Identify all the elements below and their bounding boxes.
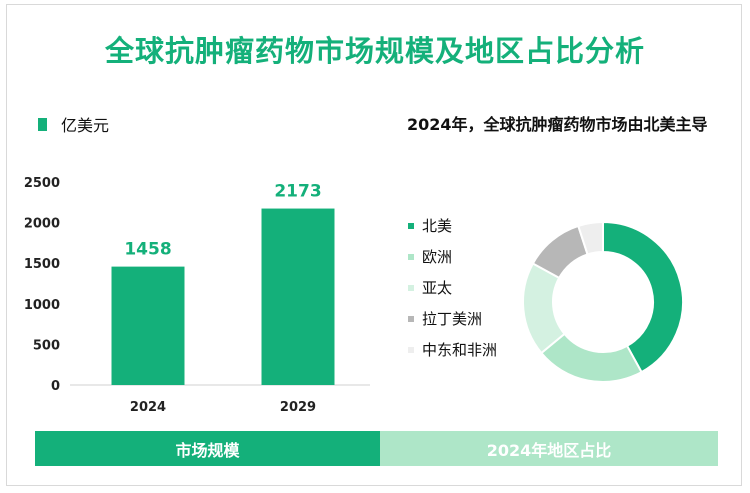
legend-swatch (408, 284, 414, 291)
footer-market-size: 市场规模 (35, 431, 380, 466)
pie-legend-item: 亚太 (408, 272, 497, 303)
legend-label: 北美 (422, 217, 453, 235)
bar (261, 208, 335, 385)
pie-legend: 北美欧洲亚太拉丁美洲中东和非洲 (408, 210, 497, 365)
legend-swatch (408, 253, 414, 260)
bar (111, 266, 185, 385)
legend-swatch (408, 315, 414, 322)
bar-chart: 0 500 1000 1500 2000 2500 1458 2024 2173 2029 (24, 176, 370, 415)
legend-label: 中东和非洲 (422, 341, 498, 359)
donut-slice (577, 221, 604, 256)
pie-legend-item: 欧洲 (408, 241, 497, 272)
donut-slice (602, 221, 684, 374)
pie-legend-item: 中东和非洲 (408, 334, 497, 365)
y-tick-label: 2500 (24, 176, 60, 191)
chart-frame (6, 4, 742, 486)
legend-label: 拉丁美洲 (422, 310, 483, 328)
pie-note: 2024年，全球抗肿瘤药物市场由北美主导 (407, 115, 708, 134)
donut-chart (522, 221, 684, 383)
x-tick-label: 2029 (280, 400, 316, 415)
pie-legend-item: 拉丁美洲 (408, 303, 497, 334)
legend-swatch (408, 222, 414, 229)
legend-label: 亚太 (422, 279, 453, 297)
y-tick-label: 500 (33, 338, 60, 353)
unit-legend-swatch (38, 117, 47, 131)
y-tick-label: 1000 (24, 298, 60, 313)
unit-legend-label: 亿美元 (61, 116, 110, 135)
unit-legend: 亿美元 (38, 112, 109, 136)
legend-label: 欧洲 (422, 248, 453, 266)
y-tick-label: 2000 (24, 217, 60, 232)
data-label: 1458 (124, 240, 171, 260)
pie-legend-item: 北美 (408, 210, 497, 241)
y-tick-label: 1500 (24, 257, 60, 272)
x-tick-label: 2024 (130, 400, 166, 415)
y-tick-label: 0 (51, 379, 60, 394)
page-title: 全球抗肿瘤药物市场规模及地区占比分析 (104, 34, 645, 68)
footer-region-share: 2024年地区占比 (380, 431, 718, 466)
data-label: 2173 (274, 182, 321, 202)
legend-swatch (408, 346, 414, 353)
